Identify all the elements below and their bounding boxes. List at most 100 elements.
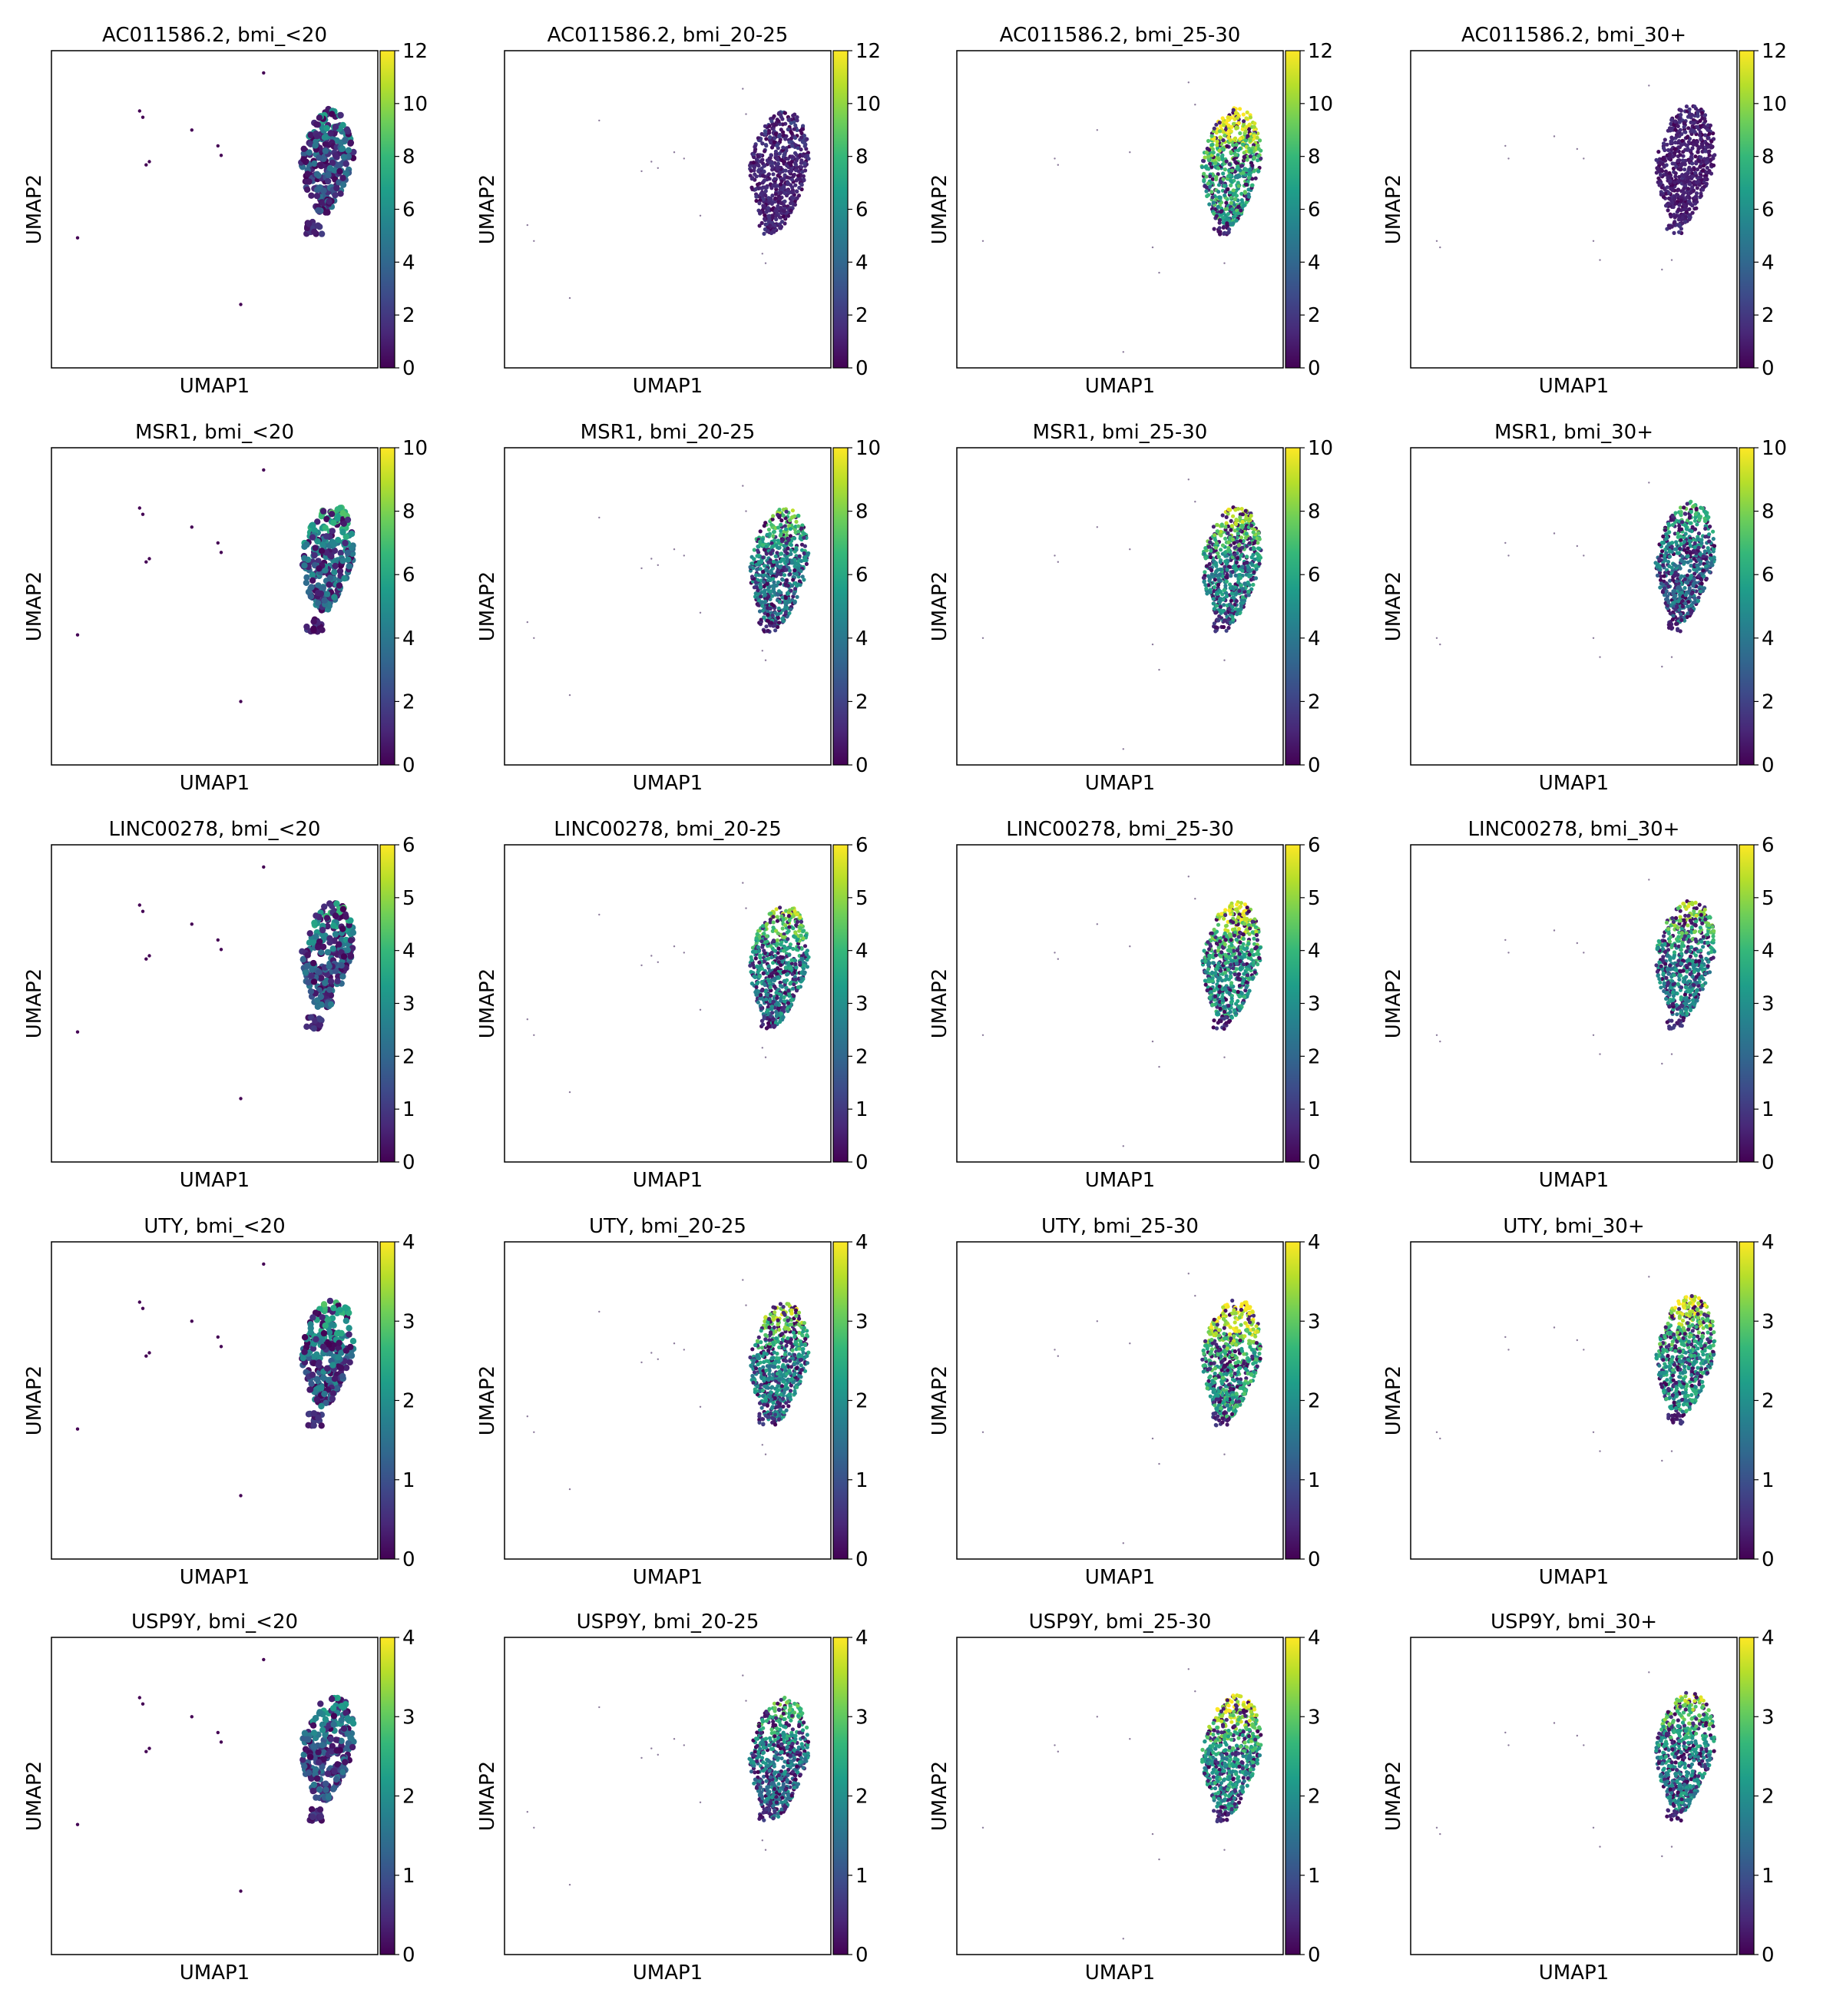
umap-point [307, 131, 314, 139]
umap-point [1712, 544, 1717, 548]
umap-point [1233, 545, 1237, 550]
umap-point [1679, 198, 1683, 203]
umap-point [1661, 156, 1666, 161]
umap-point [1703, 176, 1708, 180]
umap-point [1217, 220, 1222, 225]
umap-point [792, 127, 796, 131]
umap-point [1687, 107, 1692, 111]
umap-point [1683, 586, 1687, 591]
umap-point [1689, 154, 1693, 159]
colorbar-tick-label: 4 [1762, 627, 1775, 650]
umap-point [1692, 527, 1698, 531]
umap-point [1507, 157, 1510, 160]
umap-point [344, 549, 351, 557]
umap-point [1230, 570, 1235, 574]
umap-point [773, 149, 779, 154]
umap-point [75, 236, 80, 240]
umap-point [755, 567, 759, 572]
umap-point [769, 621, 774, 625]
umap-point [1237, 607, 1242, 612]
umap-point [1243, 508, 1248, 513]
umap-point [1695, 124, 1700, 129]
umap-point [776, 525, 781, 530]
umap-point [1207, 545, 1212, 549]
umap-point [779, 220, 785, 224]
umap-point [1708, 525, 1712, 529]
colorbar-tick-label: 6 [402, 834, 415, 857]
umap-point [784, 578, 789, 583]
umap-point [316, 154, 323, 161]
umap-point [784, 527, 789, 531]
umap-point [1224, 628, 1229, 633]
umap-point [1238, 575, 1242, 581]
umap-point [1246, 593, 1251, 598]
umap-point [792, 568, 797, 573]
umap-point [759, 158, 764, 163]
umap-point [323, 124, 330, 132]
colorbar-tick-label: 6 [855, 564, 869, 587]
umap-point [801, 174, 806, 178]
umap-point [1241, 142, 1246, 147]
umap-point [141, 115, 145, 119]
umap-point [763, 599, 768, 604]
umap-point [981, 637, 984, 639]
umap-point [1226, 115, 1231, 120]
umap-point [1212, 227, 1216, 231]
umap-point [1666, 208, 1670, 213]
umap-point [1206, 193, 1211, 197]
umap-point [805, 137, 809, 141]
umap-point [1683, 531, 1688, 536]
umap-point [749, 177, 754, 181]
umap-point [803, 154, 808, 159]
umap-point [761, 555, 766, 560]
umap-point [310, 959, 317, 967]
umap-point [1683, 130, 1688, 134]
umap-point [794, 561, 799, 566]
umap-point [777, 508, 782, 512]
umap-point [1683, 147, 1688, 152]
colorbar-tick-label: 2 [1762, 304, 1775, 327]
umap-point [791, 578, 796, 582]
umap-point [766, 628, 770, 633]
umap-point [769, 207, 774, 212]
umap-point [1151, 246, 1154, 249]
umap-point [763, 217, 767, 221]
umap-point [1692, 557, 1696, 561]
umap-point [1216, 554, 1221, 559]
umap-point [1246, 172, 1251, 177]
umap-point [777, 600, 783, 604]
umap-point [1664, 581, 1669, 586]
x-axis-label: UMAP1 [633, 1169, 703, 1192]
umap-point [1251, 530, 1256, 535]
umap-point [1223, 262, 1226, 264]
umap-point [1672, 573, 1676, 578]
umap-point [1223, 659, 1226, 661]
umap-point [1242, 151, 1246, 155]
umap-point [1679, 227, 1683, 231]
umap-point [1683, 167, 1687, 172]
umap-point [1244, 182, 1249, 187]
umap-point [1687, 586, 1692, 591]
umap-point [1244, 515, 1249, 520]
umap-point [1679, 112, 1683, 118]
umap-point [1672, 595, 1676, 600]
umap-point [1553, 135, 1556, 137]
umap-point [1227, 162, 1232, 167]
umap-point [1234, 218, 1239, 223]
umap-point [657, 167, 659, 169]
umap-point [1205, 591, 1209, 596]
umap-point [1224, 159, 1229, 164]
umap-point [792, 112, 797, 117]
umap-point [1686, 546, 1690, 551]
umap-point [797, 185, 802, 190]
umap-point [766, 560, 771, 564]
umap-point [219, 154, 223, 157]
umap-point [331, 541, 338, 548]
umap-point [1692, 571, 1697, 576]
umap-point [1223, 167, 1227, 172]
umap-point [1256, 546, 1261, 551]
umap-point [1226, 540, 1231, 545]
umap-point [323, 533, 330, 540]
umap-point [1683, 162, 1687, 167]
umap-point [779, 200, 783, 206]
